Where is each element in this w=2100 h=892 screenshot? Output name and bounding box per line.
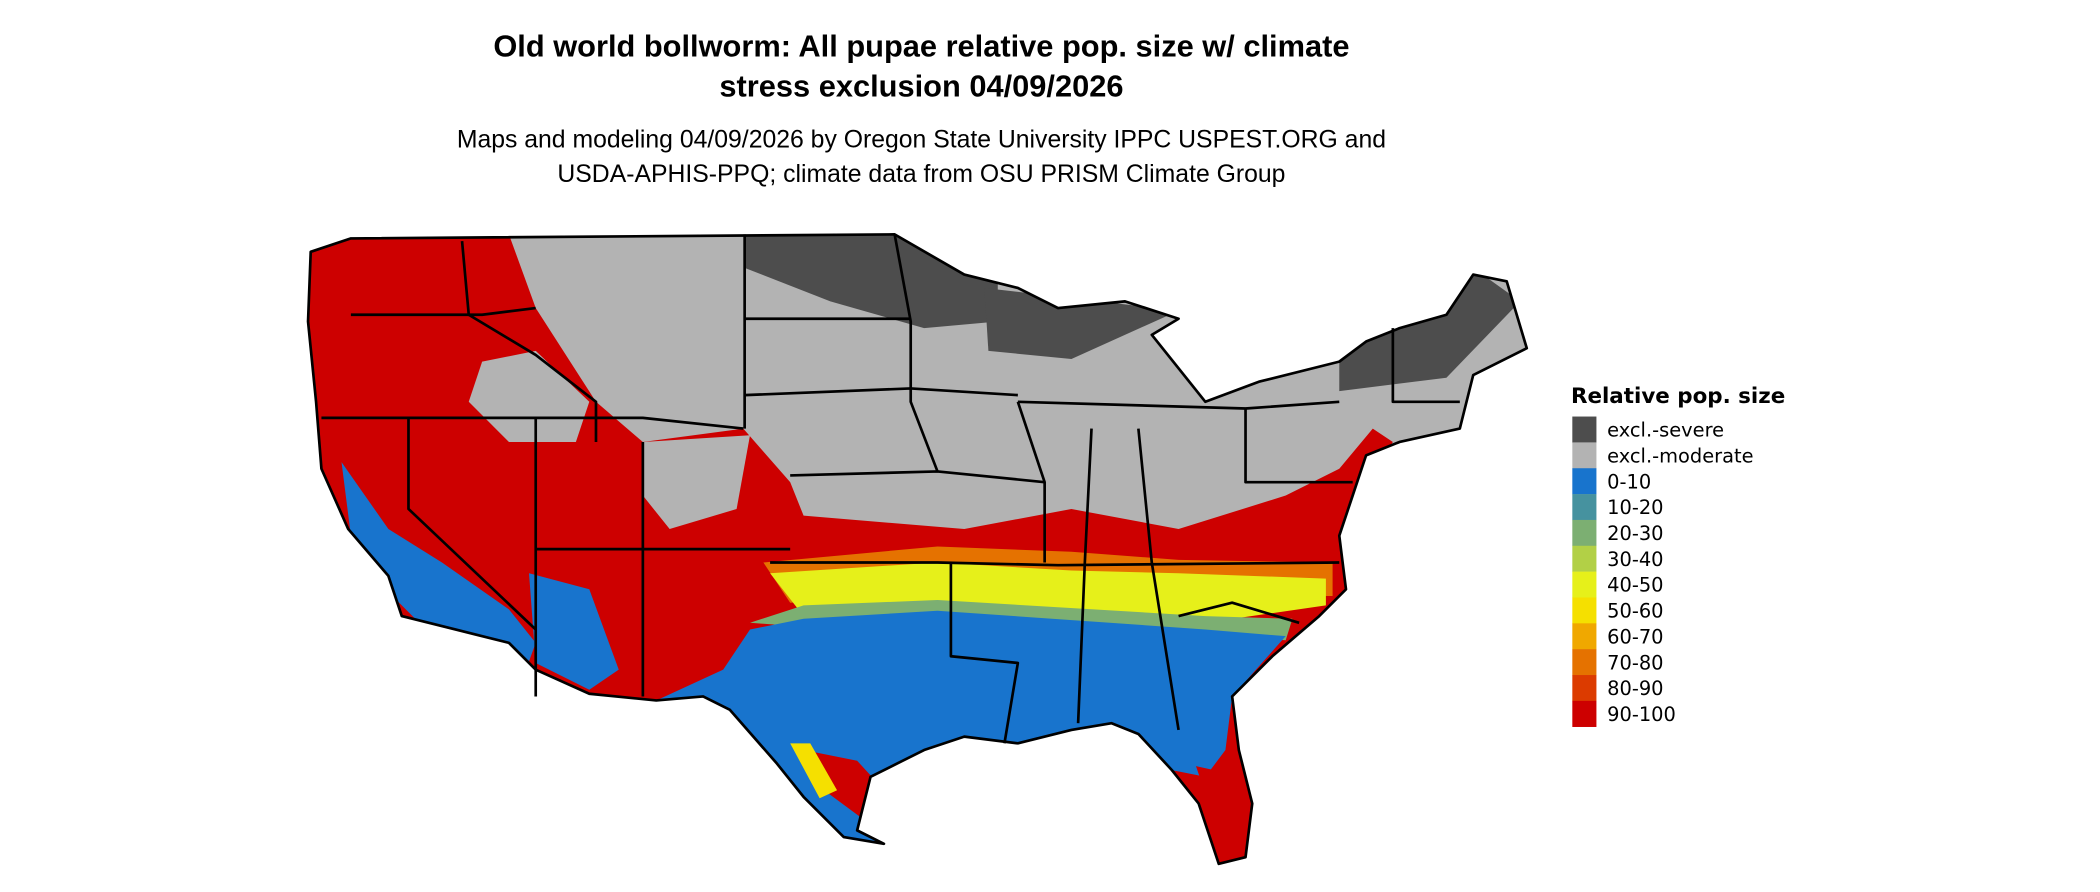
legend-label: 60-70 xyxy=(1607,625,1663,648)
legend-swatch xyxy=(1572,623,1597,650)
us-map xyxy=(306,233,1529,866)
excl-severe-michigan xyxy=(984,287,1179,359)
legend: Relative pop. size excl.-severeexcl.-mod… xyxy=(1571,384,1785,727)
legend-label: 10-20 xyxy=(1607,496,1663,519)
legend-swatch xyxy=(1572,700,1597,727)
state-borders xyxy=(321,234,1460,744)
legend-swatch xyxy=(1572,468,1597,495)
excl-moderate-patch xyxy=(642,435,750,530)
high-pop-florida xyxy=(1195,766,1249,834)
map-subtitle-line1: Maps and modeling 04/09/2026 by Oregon S… xyxy=(457,126,1386,153)
map-title-line1: Old world bollworm: All pupae relative p… xyxy=(493,28,1349,63)
legend-label: 0-10 xyxy=(1607,470,1651,493)
legend-swatch xyxy=(1572,597,1597,624)
legend-label: excl.-severe xyxy=(1607,419,1724,442)
legend-label: 40-50 xyxy=(1607,574,1663,597)
legend-swatch xyxy=(1572,519,1597,547)
legend-swatch xyxy=(1572,545,1597,572)
band-0-10-california xyxy=(341,462,536,673)
legend-label: 30-40 xyxy=(1607,548,1663,571)
legend-swatch xyxy=(1572,571,1597,598)
legend-swatch xyxy=(1572,442,1597,469)
legend-title: Relative pop. size xyxy=(1571,384,1785,409)
band-0-10-south xyxy=(656,610,1286,844)
legend-label: 80-90 xyxy=(1607,677,1663,700)
map-title-line2: stress exclusion 04/09/2026 xyxy=(719,68,1123,103)
band-0-10-arizona xyxy=(529,573,619,690)
legend-swatch xyxy=(1572,416,1597,443)
legend-swatch xyxy=(1572,675,1597,702)
legend-label: excl.-moderate xyxy=(1607,444,1753,467)
legend-label: 70-80 xyxy=(1607,651,1663,674)
band-50-60-gulf xyxy=(790,743,838,799)
excl-severe-northeast xyxy=(1339,267,1521,392)
band-40-50 xyxy=(770,562,1326,623)
map-subtitle-line2: USDA-APHIS-PPQ; climate data from OSU PR… xyxy=(557,161,1285,188)
legend-swatch xyxy=(1572,494,1597,521)
legend-label: 90-100 xyxy=(1607,703,1676,726)
legend-label: 20-30 xyxy=(1607,522,1663,545)
legend-label: 50-60 xyxy=(1607,600,1663,623)
legend-swatch xyxy=(1572,649,1597,676)
